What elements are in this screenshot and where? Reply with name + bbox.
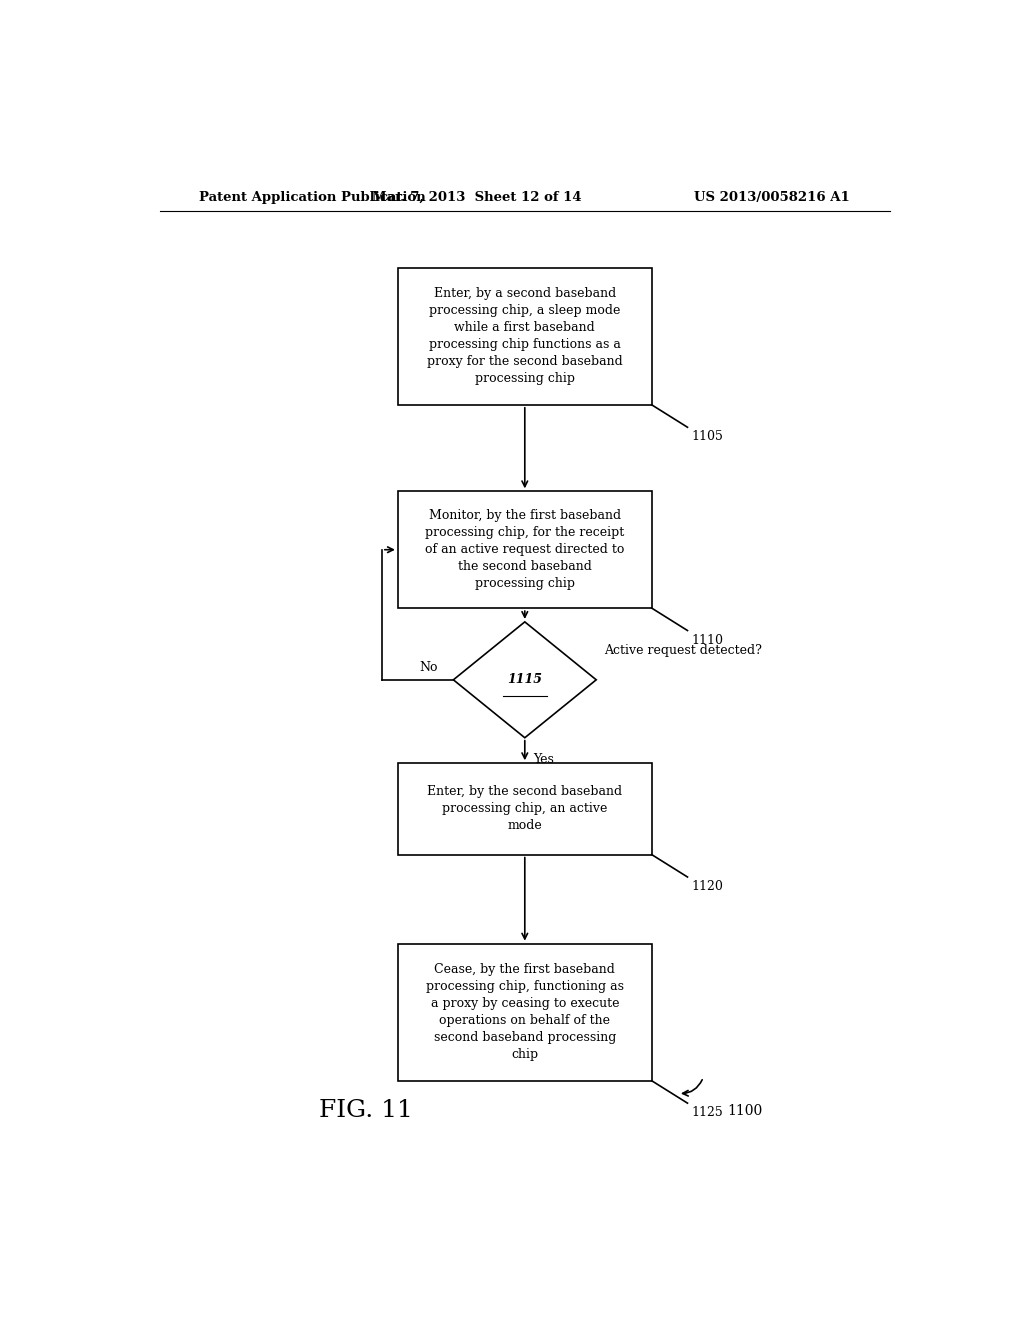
Text: 1100: 1100: [727, 1104, 763, 1118]
Polygon shape: [454, 622, 596, 738]
Text: Enter, by the second baseband
processing chip, an active
mode: Enter, by the second baseband processing…: [427, 785, 623, 833]
Text: 1105: 1105: [691, 430, 723, 444]
Text: Cease, by the first baseband
processing chip, functioning as
a proxy by ceasing : Cease, by the first baseband processing …: [426, 964, 624, 1061]
Text: Enter, by a second baseband
processing chip, a sleep mode
while a first baseband: Enter, by a second baseband processing c…: [427, 288, 623, 385]
Text: US 2013/0058216 A1: US 2013/0058216 A1: [694, 190, 850, 203]
Text: Mar. 7, 2013  Sheet 12 of 14: Mar. 7, 2013 Sheet 12 of 14: [373, 190, 582, 203]
Text: FIG. 11: FIG. 11: [319, 1100, 413, 1122]
Text: Monitor, by the first baseband
processing chip, for the receipt
of an active req: Monitor, by the first baseband processin…: [425, 510, 625, 590]
Text: 1125: 1125: [691, 1106, 723, 1119]
FancyBboxPatch shape: [397, 763, 651, 854]
Text: Yes: Yes: [532, 752, 554, 766]
Text: 1115: 1115: [507, 673, 543, 686]
Text: Active request detected?: Active request detected?: [604, 644, 762, 657]
Text: No: No: [419, 661, 437, 675]
Text: Patent Application Publication: Patent Application Publication: [200, 190, 426, 203]
FancyBboxPatch shape: [397, 944, 651, 1081]
Text: 1110: 1110: [691, 634, 724, 647]
FancyBboxPatch shape: [397, 268, 651, 405]
FancyBboxPatch shape: [397, 491, 651, 609]
Text: 1120: 1120: [691, 880, 723, 894]
